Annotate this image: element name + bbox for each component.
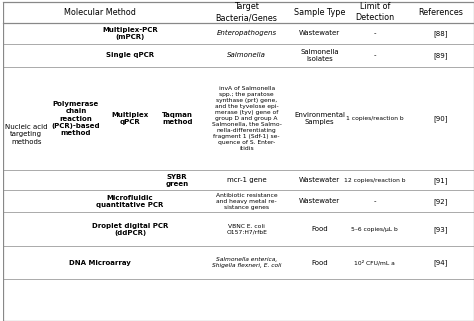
- Text: -: -: [374, 52, 376, 58]
- Text: 12 copies/reaction b: 12 copies/reaction b: [344, 178, 405, 183]
- Text: VBNC E. coli
O157:H7/rfbE: VBNC E. coli O157:H7/rfbE: [226, 224, 267, 235]
- Text: Food: Food: [311, 226, 328, 232]
- Text: Nucleic acid
targeting
methods: Nucleic acid targeting methods: [5, 124, 47, 145]
- Text: Taqman
method: Taqman method: [162, 112, 192, 125]
- Text: Target
Bacteria/Genes: Target Bacteria/Genes: [216, 2, 278, 22]
- Text: SYBR
green: SYBR green: [165, 174, 189, 187]
- Text: DNA Microarray: DNA Microarray: [69, 260, 131, 266]
- Text: [89]: [89]: [433, 52, 447, 59]
- Text: Molecular Method: Molecular Method: [64, 8, 136, 17]
- Text: Wastewater: Wastewater: [299, 177, 340, 183]
- Text: Multiplex-PCR
(mPCR): Multiplex-PCR (mPCR): [102, 27, 158, 40]
- Text: Microfluidic
quantitative PCR: Microfluidic quantitative PCR: [96, 195, 164, 208]
- Text: mcr-1 gene: mcr-1 gene: [227, 177, 266, 183]
- Text: [94]: [94]: [433, 259, 447, 266]
- Text: Environmental
Samples: Environmental Samples: [294, 112, 345, 125]
- Text: 1 copies/reaction b: 1 copies/reaction b: [346, 116, 403, 121]
- Text: Wastewater: Wastewater: [299, 30, 340, 36]
- Text: Salmonella enterica,
Shigella flexneri, E. coli: Salmonella enterica, Shigella flexneri, …: [212, 257, 282, 268]
- Text: Limit of
Detection: Limit of Detection: [355, 2, 394, 22]
- Text: invA of Salmonella
spp.; the paratose
synthase (prt) gene,
and the tyvelose epi-: invA of Salmonella spp.; the paratose sy…: [212, 86, 282, 151]
- Text: Multiplex
qPCR: Multiplex qPCR: [111, 112, 149, 125]
- Text: [90]: [90]: [433, 115, 447, 122]
- Text: -: -: [374, 30, 376, 36]
- Text: [88]: [88]: [433, 30, 447, 37]
- Text: Polymerase
chain
reaction
(PCR)-based
method: Polymerase chain reaction (PCR)-based me…: [52, 101, 100, 136]
- Text: [91]: [91]: [433, 177, 447, 184]
- Text: Enteropathogens: Enteropathogens: [217, 30, 277, 36]
- Text: Wastewater: Wastewater: [299, 198, 340, 204]
- Text: Sample Type: Sample Type: [294, 8, 346, 17]
- Text: [93]: [93]: [433, 226, 447, 233]
- Text: [92]: [92]: [433, 198, 447, 205]
- Text: Salmonella
Isolates: Salmonella Isolates: [301, 49, 339, 62]
- Text: -: -: [374, 198, 376, 204]
- Text: Food: Food: [311, 260, 328, 266]
- Text: Antibiotic resistance
and heavy metal re-
sistance genes: Antibiotic resistance and heavy metal re…: [216, 193, 277, 210]
- Text: References: References: [418, 8, 463, 17]
- Text: Single qPCR: Single qPCR: [106, 52, 154, 58]
- Text: Droplet digital PCR
(ddPCR): Droplet digital PCR (ddPCR): [92, 222, 168, 236]
- Text: 10² CFU/mL a: 10² CFU/mL a: [355, 260, 395, 265]
- Text: 5–6 copies/μL b: 5–6 copies/μL b: [351, 227, 398, 232]
- Text: Salmonella: Salmonella: [227, 52, 266, 58]
